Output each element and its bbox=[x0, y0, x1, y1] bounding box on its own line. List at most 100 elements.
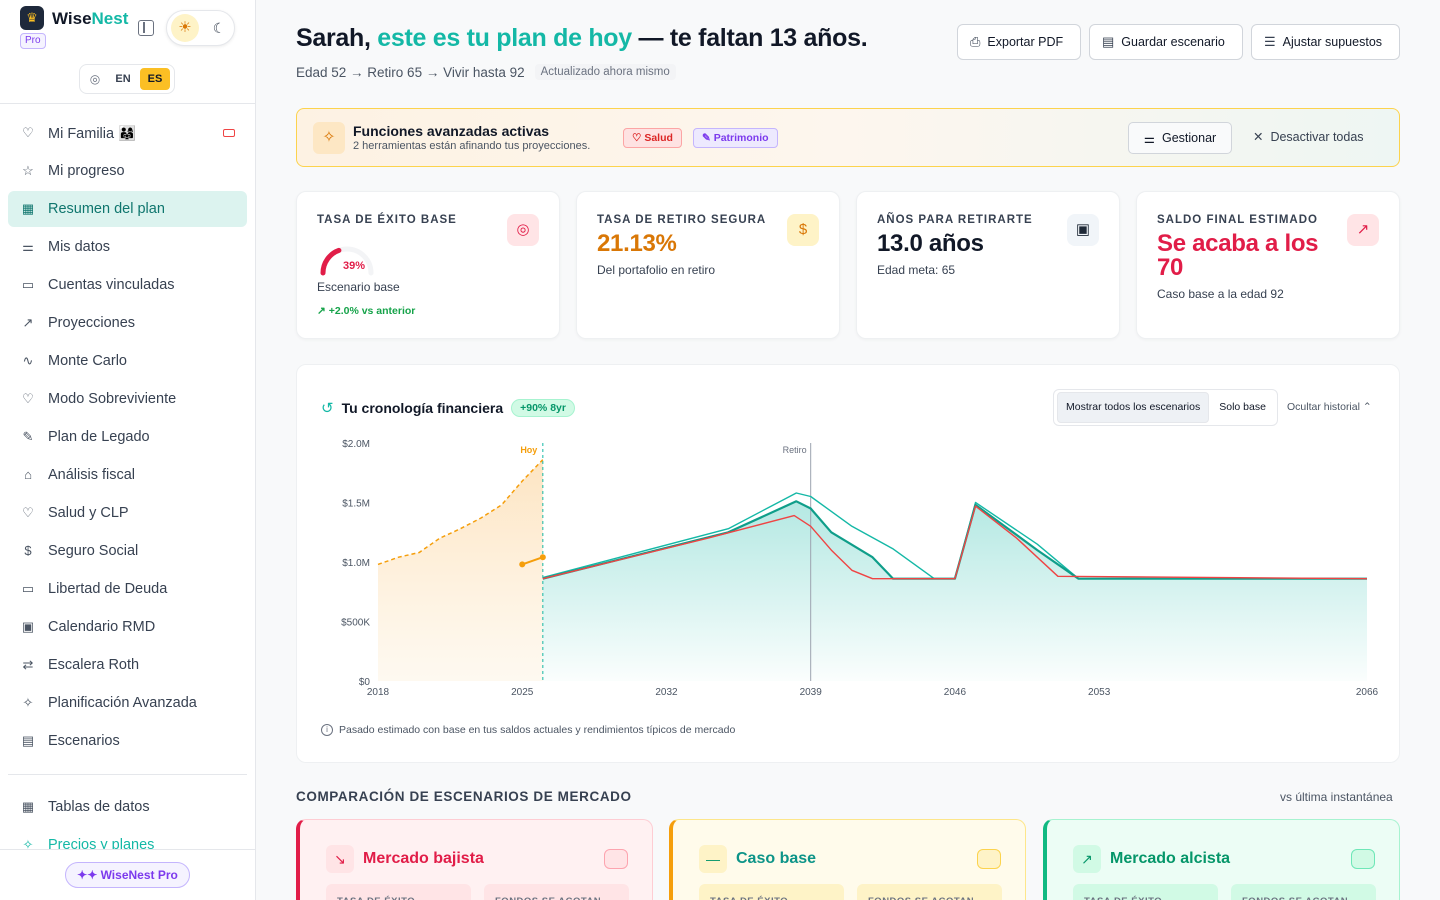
scenario-card-bearish[interactable]: ↘ Mercado bajista TASA DE ÉXITO FONDOS S… bbox=[296, 819, 653, 900]
kpi-value: Se acaba a los 70 bbox=[1157, 230, 1319, 281]
scenario-toggle-icon[interactable] bbox=[977, 849, 1001, 869]
tag-patrimonio[interactable]: ✎ Patrimonio bbox=[693, 128, 778, 148]
app-name: WiseNest bbox=[52, 9, 129, 28]
save-scenario-button[interactable]: ▤ Guardar escenario bbox=[1089, 24, 1243, 60]
advanced-features-banner: ✧ Funciones avanzadas activas 2 herramie… bbox=[296, 108, 1400, 167]
language-switch: ◎ EN ES bbox=[79, 64, 175, 94]
hide-history-button[interactable]: Ocultar historial ⌃ bbox=[1287, 401, 1372, 413]
sidebar-item-label: Modo Sobreviviente bbox=[48, 391, 177, 407]
show-all-scenarios-option[interactable]: Mostrar todos los escenarios bbox=[1057, 392, 1210, 423]
kpi-description: Escenario base bbox=[317, 280, 400, 294]
y-tick-label: $1.0M bbox=[342, 558, 370, 569]
adjust-assumptions-button[interactable]: ☰ Ajustar supuestos bbox=[1251, 24, 1400, 60]
sidebar-item-label: Libertad de Deuda bbox=[48, 581, 168, 597]
tag-salud[interactable]: ♡ Salud bbox=[623, 128, 682, 148]
scenario-card-base[interactable]: — Caso base TASA DE ÉXITO FONDOS SE ACOT… bbox=[669, 819, 1026, 900]
scenario-toggle-icon[interactable] bbox=[1351, 849, 1375, 869]
sliders-icon: ☰ bbox=[1264, 34, 1276, 49]
sidebar-item-label: Escalera Roth bbox=[48, 657, 140, 673]
comparison-title: COMPARACIÓN DE ESCENARIOS DE MERCADO bbox=[296, 789, 632, 804]
sidebar-item-resumen[interactable]: ▦ Resumen del plan bbox=[8, 191, 247, 227]
scenario-toggle-icon[interactable] bbox=[604, 849, 628, 869]
trend-up-icon: ↗ bbox=[1347, 214, 1379, 246]
save-icon: ▤ bbox=[1102, 34, 1115, 49]
sidebar-item-salud[interactable]: ♡ Salud y CLP bbox=[8, 495, 247, 531]
metric-funds: FONDOS SE ACOTAN bbox=[1231, 884, 1376, 900]
sidebar-item-label: Análisis fiscal bbox=[48, 467, 136, 483]
kpi-value: 21.13% bbox=[597, 230, 677, 257]
timeline-header: ↺ Tu cronología financiera +90% 8yr bbox=[321, 399, 575, 417]
alert-icon bbox=[223, 129, 235, 137]
sidebar-item-seguro[interactable]: $ Seguro Social bbox=[8, 533, 247, 569]
trend-up-icon: ↗ bbox=[1073, 845, 1101, 873]
heart-icon: ♡ bbox=[22, 125, 34, 140]
sidebar-item-avanzada[interactable]: ✧ Planificación Avanzada bbox=[8, 685, 247, 721]
sidebar-item-fiscal[interactable]: ⌂ Análisis fiscal bbox=[8, 457, 247, 493]
sidebar-item-label: Mi Familia 👨‍👩‍👧 bbox=[48, 125, 137, 142]
printer-icon: ⎙ bbox=[970, 34, 981, 49]
sidebar-item-label: Mis datos bbox=[48, 239, 111, 255]
kpi-success-rate: TASA DE ÉXITO BASE ◎ 39% Escenario base … bbox=[296, 191, 560, 339]
sidebar-item-cuentas[interactable]: ▭ Cuentas vinculadas bbox=[8, 267, 247, 303]
kpi-label: TASA DE ÉXITO BASE bbox=[317, 214, 457, 226]
sidebar-item-progreso[interactable]: ☆ Mi progreso bbox=[8, 153, 247, 189]
sidebar-item-tablas[interactable]: ▦ Tablas de datos bbox=[8, 789, 247, 825]
x-tick-label: 2046 bbox=[944, 687, 967, 698]
metric-funds: FONDOS SE ACOTAN bbox=[857, 884, 1002, 900]
upgrade-pro-button[interactable]: ✦✦ WiseNest Pro bbox=[65, 862, 190, 888]
moon-icon[interactable]: ☾ bbox=[212, 20, 226, 36]
scenario-card-bullish[interactable]: ↗ Mercado alcista TASA DE ÉXITO FONDOS S… bbox=[1043, 819, 1400, 900]
timeline-title: Tu cronología financiera bbox=[341, 400, 504, 416]
sidebar-item-rmd[interactable]: ▣ Calendario RMD bbox=[8, 609, 247, 645]
sidebar-item-deuda[interactable]: ▭ Libertad de Deuda bbox=[8, 571, 247, 607]
kpi-label: AÑOS PARA RETIRARTE bbox=[877, 214, 1033, 226]
metric-success: TASA DE ÉXITO bbox=[1073, 884, 1218, 900]
sidebar-nav: ♡ Mi Familia 👨‍👩‍👧 ☆ Mi progreso ▦ Resumen … bbox=[8, 115, 247, 761]
lang-es[interactable]: ES bbox=[140, 68, 170, 90]
sidebar-item-escenarios[interactable]: ▤ Escenarios bbox=[8, 723, 247, 759]
kpi-label: TASA DE RETIRO SEGURA bbox=[597, 214, 767, 226]
save-icon: ▤ bbox=[21, 733, 35, 748]
kpi-description: Caso base a la edad 92 bbox=[1157, 287, 1284, 301]
trend-down-icon: ↘ bbox=[326, 845, 354, 873]
sidebar-item-sobreviviente[interactable]: ♡ Modo Sobreviviente bbox=[8, 381, 247, 417]
divider bbox=[8, 774, 247, 775]
scenario-toggle: Mostrar todos los escenarios Solo base bbox=[1053, 389, 1278, 426]
grid-icon: ▦ bbox=[21, 201, 35, 216]
feather-icon: ✎ bbox=[22, 429, 34, 444]
theme-toggle[interactable]: ☀ ☾ bbox=[166, 10, 235, 46]
brand[interactable]: ♛ WiseNest Pro bbox=[20, 6, 129, 49]
sidebar-item-proyecciones[interactable]: ↗ Proyecciones bbox=[8, 305, 247, 341]
sidebar-item-montecarlo[interactable]: ∿ Monte Carlo bbox=[8, 343, 247, 379]
manage-button[interactable]: ⚌ Gestionar bbox=[1128, 122, 1232, 154]
series-line-bearish bbox=[542, 505, 1368, 580]
sidebar-item-label: Calendario RMD bbox=[48, 619, 156, 635]
calendar-icon: ▣ bbox=[21, 619, 35, 634]
sidebar: ♛ WiseNest Pro ☀ ☾ ◎ EN ES ♡ Mi Familia 👨… bbox=[0, 0, 256, 900]
sun-icon[interactable]: ☀ bbox=[171, 14, 199, 42]
trend-icon: ↗ bbox=[22, 315, 34, 330]
base-only-option[interactable]: Solo base bbox=[1219, 401, 1266, 413]
growth-badge: +90% 8yr bbox=[511, 399, 575, 417]
star-icon: ☆ bbox=[22, 163, 34, 178]
crown-icon: ♛ bbox=[20, 6, 44, 30]
sidebar-item-roth[interactable]: ⇄ Escalera Roth bbox=[8, 647, 247, 683]
deactivate-all-button[interactable]: ✕ Desactivar todas bbox=[1253, 130, 1364, 144]
history-line bbox=[377, 459, 544, 566]
card-icon: ▭ bbox=[21, 581, 35, 596]
page-title: Sarah, este es tu plan de hoy — te falta… bbox=[296, 24, 868, 52]
sidebar-item-label: Tablas de datos bbox=[48, 799, 150, 815]
collapse-sidebar-icon[interactable] bbox=[138, 20, 154, 36]
timeline-footnote: i Pasado estimado con base en tus saldos … bbox=[321, 724, 735, 736]
sidebar-item-familia[interactable]: ♡ Mi Familia 👨‍👩‍👧 bbox=[8, 115, 247, 151]
current-line bbox=[521, 556, 544, 566]
lang-en[interactable]: EN bbox=[115, 73, 131, 85]
export-pdf-button[interactable]: ⎙ Exportar PDF bbox=[957, 24, 1081, 60]
x-tick-label: 2018 bbox=[367, 687, 390, 698]
kpi-label: SALDO FINAL ESTIMADO bbox=[1157, 214, 1318, 226]
x-tick-label: 2025 bbox=[511, 687, 534, 698]
sidebar-item-legado[interactable]: ✎ Plan de Legado bbox=[8, 419, 247, 455]
history-area bbox=[378, 459, 543, 681]
sidebar-item-datos[interactable]: ⚌ Mis datos bbox=[8, 229, 247, 265]
age-summary: Edad 52 → Retiro 65 → Vivir hasta 92 bbox=[296, 64, 525, 80]
